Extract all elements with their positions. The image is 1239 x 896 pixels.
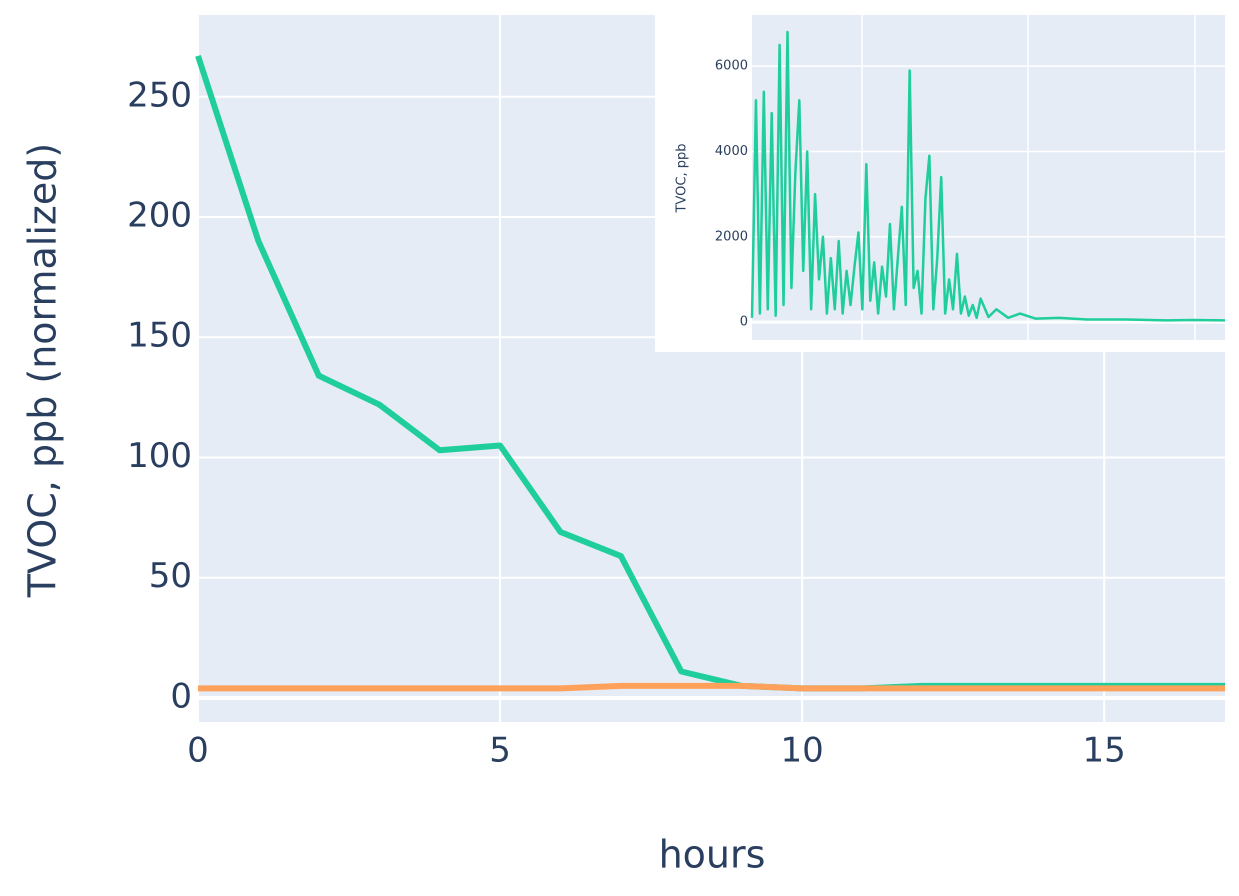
- x-axis-title: hours: [659, 833, 766, 877]
- y-tick-label: 2000: [715, 229, 748, 244]
- inset-y-axis-title: TVOC, ppb: [675, 144, 690, 214]
- inset-background: [752, 15, 1225, 340]
- y-tick-label: 6000: [715, 59, 748, 74]
- x-tick-label: 0: [187, 731, 209, 771]
- y-tick-label: 4000: [715, 144, 748, 159]
- x-tick-label: 15: [1083, 731, 1126, 771]
- inset-plot: 0 2000 4000 6000: [715, 30, 1226, 330]
- y-tick-label: 0: [170, 676, 192, 716]
- x-tick-label: 10: [780, 731, 823, 771]
- y-tick-label: 200: [127, 196, 192, 236]
- y-tick-label: 100: [127, 436, 192, 476]
- y-tick-label: 50: [149, 556, 192, 596]
- x-tick-label: 5: [489, 731, 511, 771]
- y-axis-title: TVOC, ppb (normalized): [21, 143, 65, 598]
- data-line: [198, 682, 1225, 692]
- y-tick-label: 250: [127, 75, 192, 115]
- y-tick-label: 150: [127, 316, 192, 356]
- data-line: [750, 30, 1226, 322]
- y-tick-label: 0: [740, 315, 748, 330]
